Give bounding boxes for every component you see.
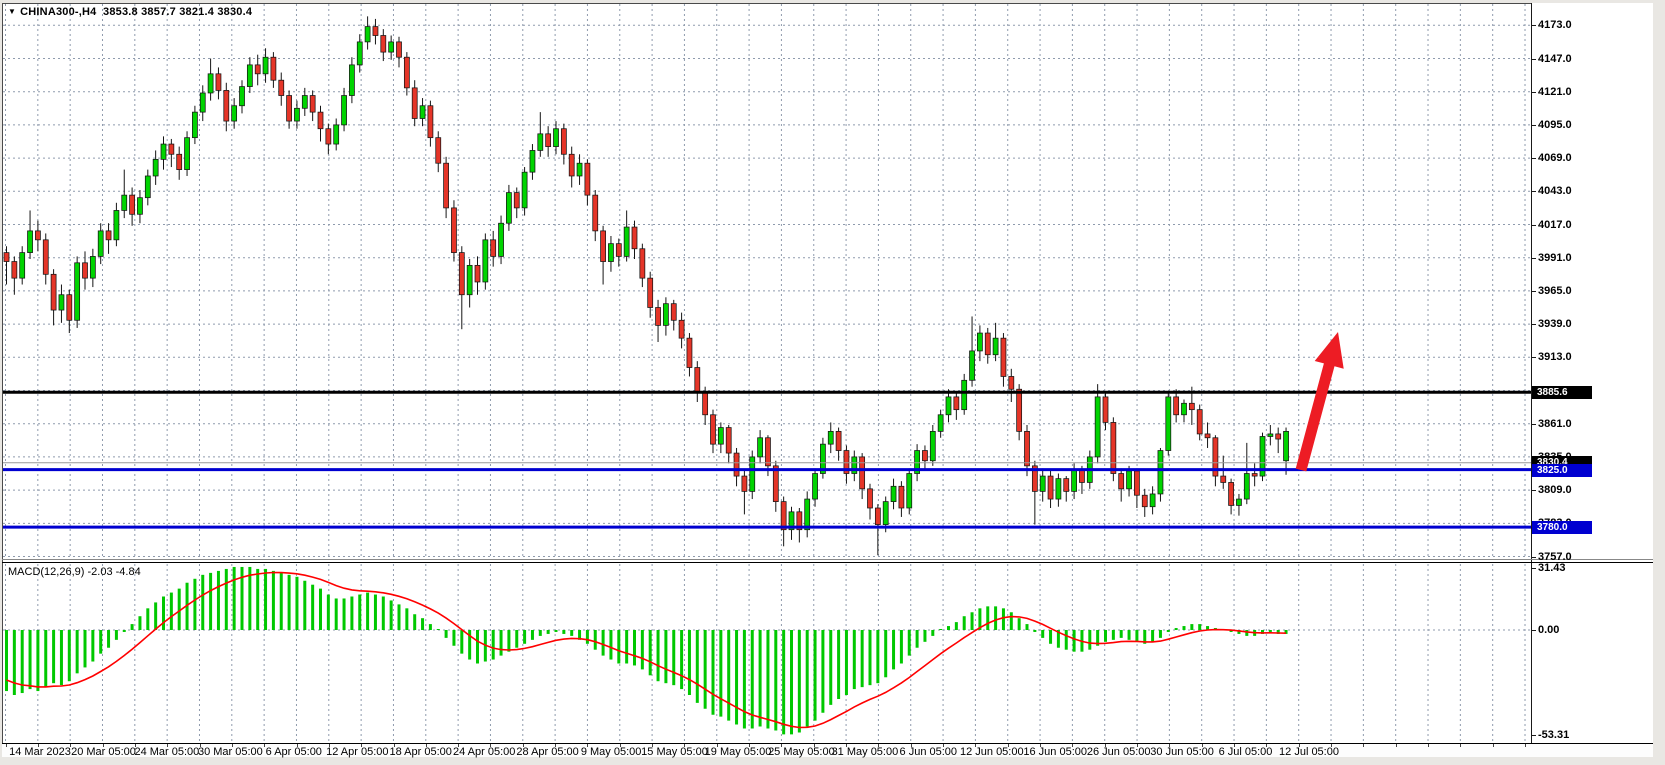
time-axis-bar xyxy=(2,744,1653,757)
price-axis-panel xyxy=(1531,3,1653,744)
macd-pane-top-border xyxy=(2,562,1653,563)
pane-splitter[interactable] xyxy=(2,559,1653,560)
macd-pane-bottom-border xyxy=(2,743,1653,744)
chart-frame xyxy=(2,3,1653,757)
